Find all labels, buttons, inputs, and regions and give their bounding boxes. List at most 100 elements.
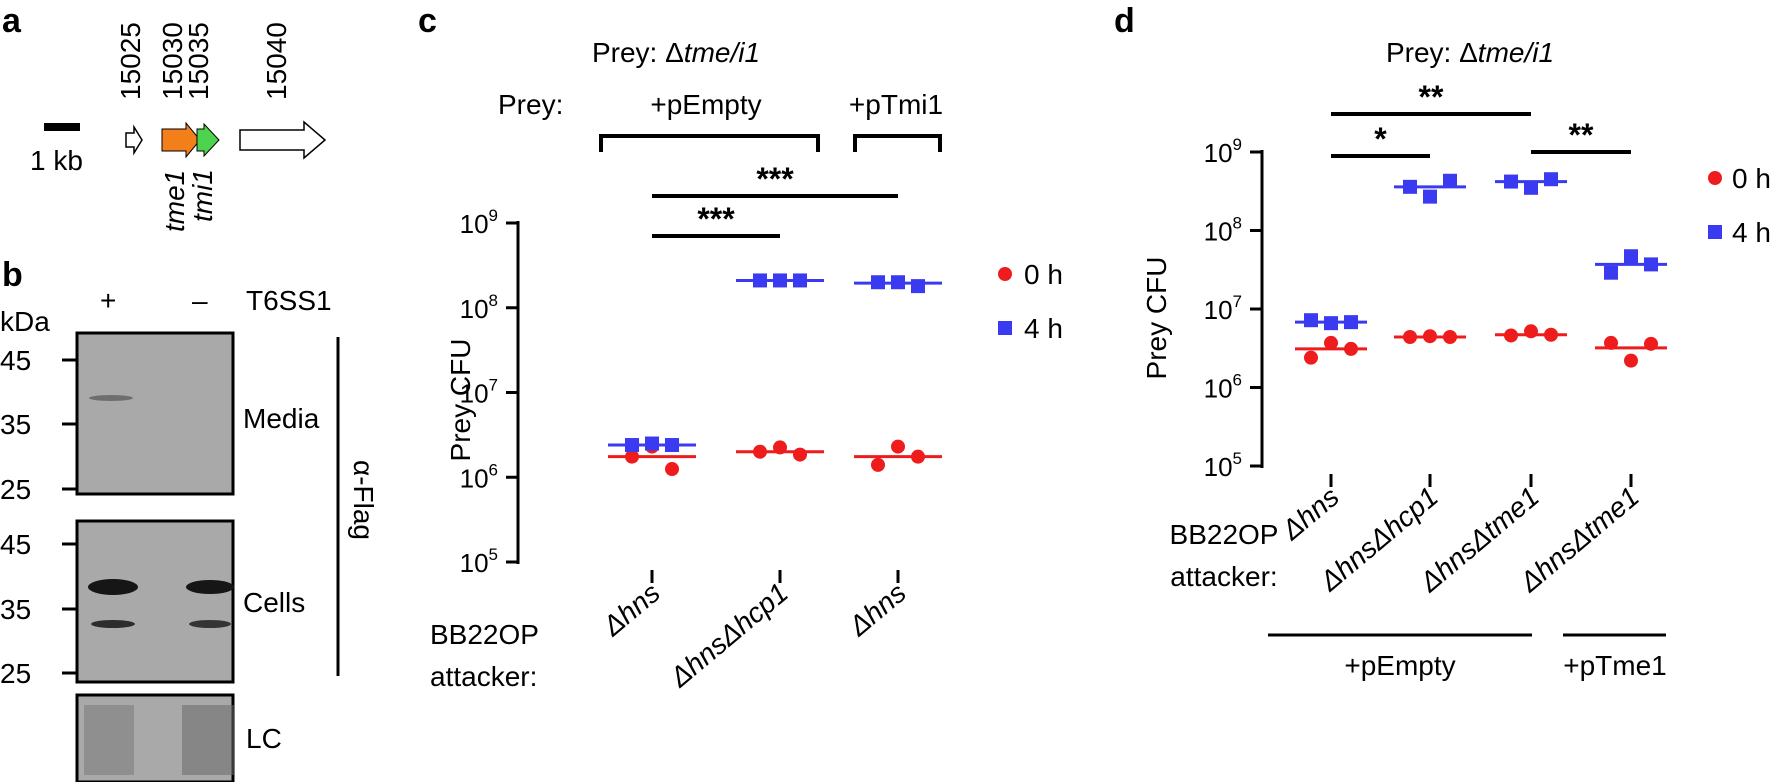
chart-c-point-0h [753,444,767,459]
scale-bar-label: 1 kb [30,145,83,176]
band-cells-upper-2 [186,580,234,594]
chart-d-y-tick-label: 109 [1204,135,1242,168]
panel-c: c Prey: Δtme/i1 Prey: +pEmpty +pTmi1 Pre… [418,2,1063,693]
chart-c-point-0h [665,462,679,477]
chart-d-ylabel: Prey CFU [1141,257,1172,380]
chart-c-group-label-pempty: +pEmpty [650,89,761,120]
panel-d-letter: d [1114,2,1135,40]
locus-label-15035: 15035 [183,22,214,100]
marker-35: 35 [0,594,31,625]
chart-d-y-tick-label: 106 [1204,371,1242,404]
chart-d-point-0h [1324,335,1338,350]
chart-d-marks [1295,172,1667,368]
chart-d-point-0h [1644,336,1658,351]
band-media [89,395,133,401]
chart-d-point-4h [1644,257,1658,272]
chart-c-legend-4h: 4 h [1024,313,1063,344]
chart-d-y-tick-label: 105 [1204,449,1242,482]
chart-d-point-0h [1624,353,1638,368]
marker-45: 45 [0,529,31,560]
chart-c-point-0h [891,439,905,454]
chart-d-xlabel-line1: BB22OP [1170,519,1279,550]
chart-d-category-0: Δhns [1275,481,1345,546]
chart-c-y-tick-label: 107 [460,376,498,409]
chart-d-y-tick-label: 108 [1204,214,1242,247]
chart-c-legend-0h-marker [998,267,1012,281]
chart-c-point-0h [625,449,639,464]
chart-c-point-0h [793,447,807,462]
chart-d-point-0h [1304,350,1318,365]
chart-c-point-4h [665,438,679,453]
chart-d-point-4h [1304,313,1318,328]
chart-c-group-bracket-ptmi1 [853,134,942,152]
chart-d-point-4h [1423,189,1437,204]
chart-d-point-4h [1604,265,1618,280]
lc-smear-1 [84,705,134,775]
chart-d-point-4h [1524,180,1538,195]
chart-c-y-tick-label: 109 [460,206,498,239]
chart-d-point-4h [1624,249,1638,264]
blot-label-cells: Cells [243,587,305,618]
lc-smear-2 [182,705,234,775]
locus-label-15040: 15040 [261,22,292,100]
chart-d-point-4h [1443,173,1457,188]
chart-d-point-0h [1344,341,1358,356]
chart-c-xlabel-line1: BB22OP [430,619,539,650]
chart-d-group-label-pempty: +pEmpty [1344,650,1455,681]
chart-d-significance-label: ** [1569,117,1594,153]
chart-d-point-0h [1443,329,1457,344]
chart-c-point-4h [625,438,639,453]
chart-c-point-4h [645,436,659,451]
gene-arrow-tme1 [161,121,201,159]
chart-c-xlabel-line2: attacker: [430,661,537,692]
chart-d-point-4h [1344,315,1358,330]
panel-a-letter: a [2,2,22,40]
band-cells-upper-1 [88,579,138,595]
panel-b: b + – T6SS1 kDa 45 35 25 45 35 25 Media … [0,256,379,782]
marker-25: 25 [0,474,31,505]
band-cells-lower-1 [91,620,135,628]
gene-label-tme1: tme1 [159,170,190,232]
chart-d-point-4h [1504,174,1518,189]
chart-c-point-0h [911,449,925,464]
chart-c-marks [608,273,942,477]
chart-c-legend-4h-marker [998,321,1012,335]
chart-c-point-4h [773,273,787,288]
chart-d-group-label-ptme1: +pTme1 [1563,650,1667,681]
blot-cells [75,519,235,684]
gene-arrow-tmi1 [196,122,220,158]
chart-d-y-tick-label: 107 [1204,292,1242,325]
chart-d-legend-0h-marker [1708,171,1722,185]
chart-d-legend-0h: 0 h [1732,163,1771,194]
panel-a: a 1 kb 15025 15030 15035 15040 tme1 tmi1 [2,2,327,232]
chart-c-point-4h [793,273,807,288]
lane-sign-minus: – [192,285,208,316]
chart-c-significance-label: *** [756,161,794,197]
chart-d-point-0h [1423,329,1437,344]
chart-c-ylabel: Prey CFU [445,339,476,462]
marker-45: 45 [0,345,31,376]
chart-c-title: Prey: Δtme/i1 [592,37,760,68]
marker-35: 35 [0,409,31,440]
chart-d-point-0h [1524,324,1538,339]
gene-arrow-15040 [239,120,327,160]
blot-label-media: Media [243,403,320,434]
chart-c-y-tick-label: 106 [460,460,498,493]
chart-c-group-label-ptmi1: +pTmi1 [849,89,943,120]
chart-c-prey-label: Prey: [498,89,563,120]
chart-d-point-0h [1604,335,1618,350]
gene-arrow-15025 [125,124,143,156]
chart-d-title: Prey: Δtme/i1 [1386,37,1554,68]
chart-d-significance-label: ** [1419,79,1444,115]
marker-25: 25 [0,658,31,689]
chart-d-legend-4h-marker [1708,225,1722,239]
scale-bar [44,123,80,131]
chart-d-point-4h [1544,172,1558,187]
chart-c-significance-label: *** [697,201,735,237]
t6ss-label: T6SS1 [246,285,332,316]
antibody-label: α-Flag [348,460,379,540]
kda-label: kDa [0,306,50,337]
chart-c-point-0h [871,457,885,472]
panel-c-letter: c [418,2,437,40]
chart-d-point-4h [1403,179,1417,194]
